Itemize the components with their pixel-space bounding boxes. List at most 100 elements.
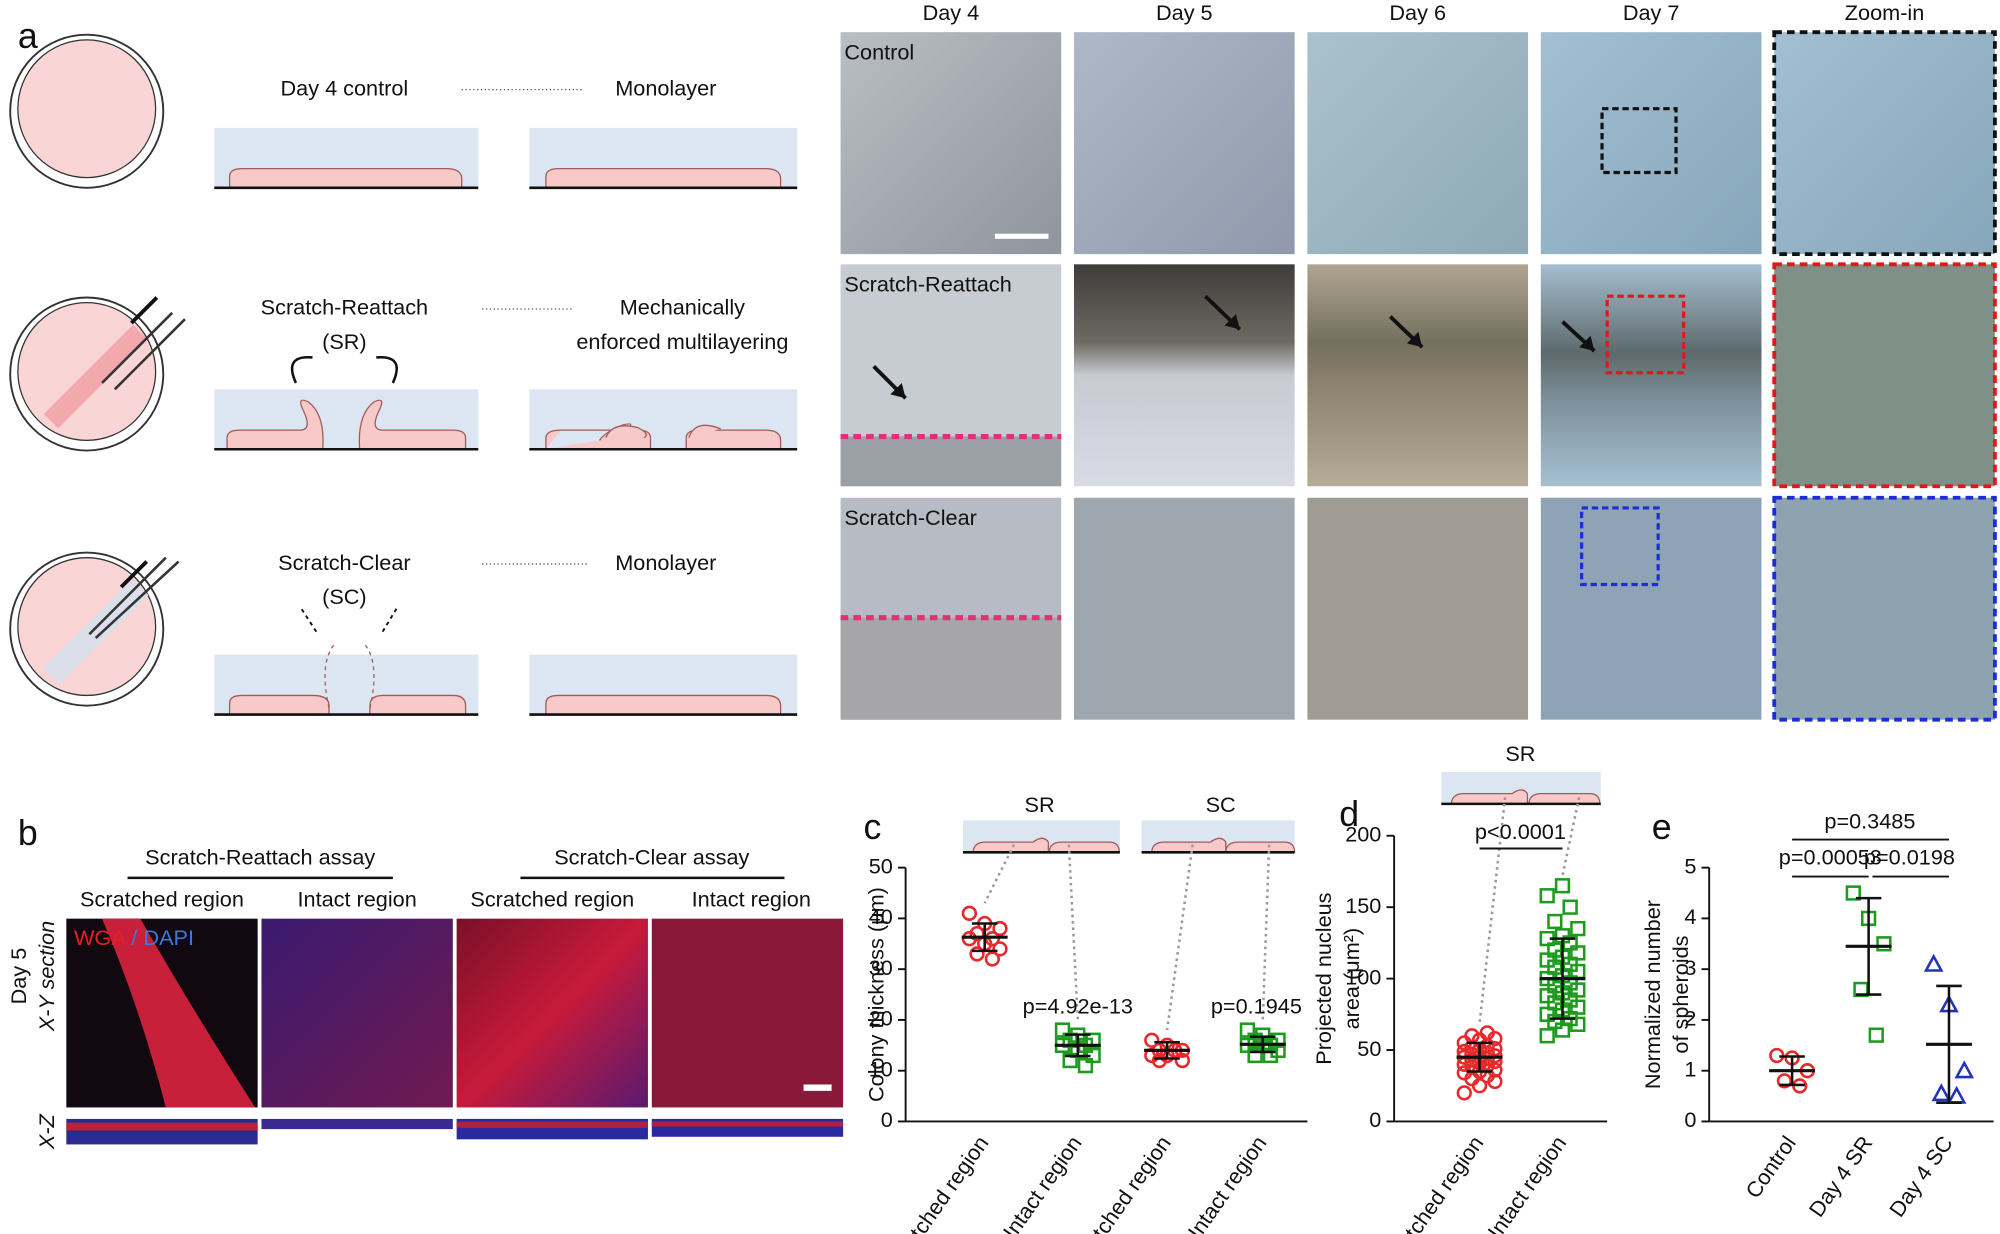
- x-tick-label: Day 4 SC: [1884, 1131, 1958, 1221]
- y-axis-label: of spheroids: [1668, 935, 1693, 1053]
- panel-label: b: [18, 813, 38, 853]
- schematic-label: Day 4 control: [281, 75, 409, 100]
- zoom-box: [1600, 107, 1678, 175]
- y-tick-label: 200: [1345, 821, 1381, 846]
- y-axis-label: Normalized number: [1640, 900, 1665, 1089]
- panel-label: e: [1652, 807, 1672, 847]
- point: [1876, 936, 1892, 952]
- row-label: Scratch-Clear: [844, 505, 976, 530]
- schematic-result: Monolayer: [615, 550, 716, 575]
- micrograph: [1307, 264, 1529, 487]
- point: [1562, 899, 1578, 915]
- point: [1554, 878, 1571, 894]
- p-value: p=0.3485: [1824, 809, 1915, 834]
- section-label: X-Z: [34, 1113, 59, 1150]
- point: [1946, 1085, 1967, 1104]
- y-tick-label: 0: [1369, 1107, 1381, 1132]
- point: [992, 920, 1008, 937]
- point: [984, 951, 1000, 967]
- scratch-area: [840, 617, 1062, 720]
- y-tick-label: 150: [1345, 893, 1381, 918]
- column-header: Zoom-in: [1845, 0, 1924, 25]
- micrograph: [1774, 264, 1995, 487]
- column-header: Day 6: [1389, 0, 1446, 25]
- column-header: Day 7: [1623, 0, 1680, 25]
- y-tick-label: 0: [881, 1107, 893, 1132]
- schematic-cells: [1151, 837, 1296, 853]
- point: [1487, 1062, 1503, 1078]
- point: [1270, 1032, 1286, 1048]
- micrograph: [1540, 497, 1762, 720]
- link: [1561, 797, 1581, 876]
- point: [1539, 888, 1555, 904]
- day-label: Day 5: [6, 948, 31, 1005]
- point: [1487, 1040, 1503, 1057]
- point: [1954, 1060, 1975, 1079]
- y-tick-label: 2: [1684, 1006, 1696, 1031]
- group-label: SR: [1505, 741, 1535, 766]
- stain-label: / DAPI: [131, 925, 194, 950]
- y-tick-label: 50: [1357, 1036, 1381, 1061]
- zoom-frame: [1772, 30, 1997, 257]
- point: [969, 946, 985, 962]
- zoom-box: [1605, 294, 1686, 375]
- point: [1868, 1027, 1884, 1043]
- point: [1570, 920, 1586, 937]
- point: [1151, 1052, 1168, 1069]
- link: [1165, 844, 1194, 1031]
- y-axis-label: area (μm²): [1339, 928, 1364, 1030]
- column-header: Day 4: [923, 0, 980, 25]
- region-label: Scratched region: [470, 887, 634, 912]
- point: [1547, 913, 1563, 930]
- y-axis-label: Projected nucleus: [1311, 892, 1336, 1064]
- p-value: p=0.0198: [1864, 844, 1955, 869]
- point: [1923, 953, 1944, 972]
- micrograph: [840, 32, 1062, 255]
- column-header: Day 5: [1156, 0, 1213, 25]
- micrograph: [1307, 497, 1529, 720]
- point: [1845, 885, 1861, 901]
- schematic-cells: [972, 837, 1120, 853]
- y-tick-label: 100: [1345, 964, 1381, 989]
- section-label: X-Y section: [34, 921, 59, 1032]
- x-tick-label: Intact region: [1482, 1131, 1571, 1234]
- row-label: Control: [844, 40, 914, 65]
- y-tick-label: 30: [869, 955, 893, 980]
- panel-label: d: [1339, 794, 1359, 834]
- point: [961, 905, 978, 921]
- x-tick-label: Intact region: [998, 1131, 1087, 1234]
- micrographs: [840, 30, 1997, 722]
- schematic-label: Scratch-Reattach: [261, 295, 428, 320]
- schematic-cells: [1450, 789, 1601, 804]
- row-label: Scratch-Reattach: [844, 272, 1011, 297]
- region-label: Intact region: [298, 887, 417, 912]
- schematic-label: (SC): [322, 584, 367, 609]
- x-tick-label: Day 4 SR: [1804, 1131, 1878, 1221]
- p-value: p=0.00053: [1779, 844, 1882, 869]
- assay-label: Scratch-Clear assay: [554, 844, 749, 869]
- point: [1062, 1052, 1078, 1069]
- micrograph: [1774, 497, 1995, 720]
- point: [1539, 1028, 1555, 1044]
- point: [1144, 1032, 1160, 1048]
- scratch-area: [840, 436, 1062, 487]
- y-tick-label: 4: [1684, 904, 1696, 929]
- point: [1456, 1085, 1472, 1101]
- zoom-frame: [1772, 495, 1997, 722]
- arrow-head: [1224, 314, 1240, 330]
- micrograph: [1073, 497, 1295, 720]
- dishes: [9, 33, 186, 707]
- scale-bar: [994, 233, 1049, 239]
- x-tick-label: Scratched region: [1374, 1131, 1488, 1234]
- x-tick-label: Scratched region: [879, 1131, 993, 1234]
- micrograph: [1307, 32, 1529, 255]
- p-value: p=0.1945: [1211, 994, 1302, 1019]
- point: [1262, 1047, 1279, 1064]
- region-label: Intact region: [692, 887, 811, 912]
- point: [1479, 1025, 1495, 1041]
- micrograph: [1540, 32, 1762, 255]
- group-label: SR: [1024, 792, 1054, 817]
- y-tick-label: 1: [1684, 1056, 1696, 1081]
- y-tick-label: 40: [869, 904, 893, 929]
